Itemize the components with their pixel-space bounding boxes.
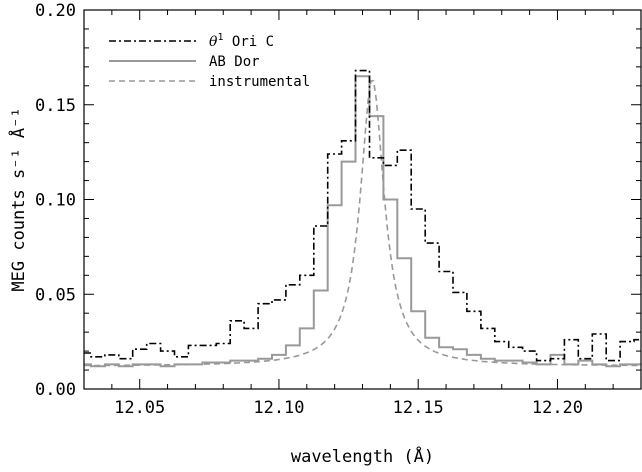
y-tick-label: 0.15 <box>35 96 76 116</box>
x-tick-label: 12.10 <box>253 398 304 418</box>
y-tick-label: 0.10 <box>35 191 76 211</box>
y-tick-label: 0.05 <box>35 285 76 305</box>
legend: θ1 Ori C AB Dor instrumental <box>109 32 310 90</box>
data-traces <box>84 69 641 368</box>
y-tick-label: 0.00 <box>35 380 76 400</box>
y-axis-label: MEG counts s⁻¹ Å⁻¹ <box>7 107 29 291</box>
legend-label-theta1-ori-c: θ1 Ori C <box>209 32 274 50</box>
plot-frame <box>83 9 642 390</box>
axis-ticks <box>83 9 642 390</box>
legend-label-ori-c: Ori C <box>223 34 274 50</box>
x-axis-label: wavelength (Å) <box>291 445 434 467</box>
legend-label-theta-symbol: θ <box>209 34 218 50</box>
series-line-theta1-ori-c <box>84 69 641 362</box>
legend-label-instrumental: instrumental <box>209 74 310 90</box>
x-tick-label: 12.05 <box>114 398 165 418</box>
series-line-instrumental <box>84 80 641 367</box>
x-tick-label: 12.15 <box>393 398 444 418</box>
tick-labels: 0.00 0.05 0.10 0.15 0.20 12.05 12.10 12.15 12.20 <box>35 1 583 418</box>
legend-label-ab-dor: AB Dor <box>209 54 260 70</box>
series-line-ab-dor <box>84 75 641 368</box>
legend-label-superscript-1: 1 <box>217 32 223 43</box>
y-tick-label: 0.20 <box>35 1 76 21</box>
x-tick-label: 12.20 <box>532 398 583 418</box>
